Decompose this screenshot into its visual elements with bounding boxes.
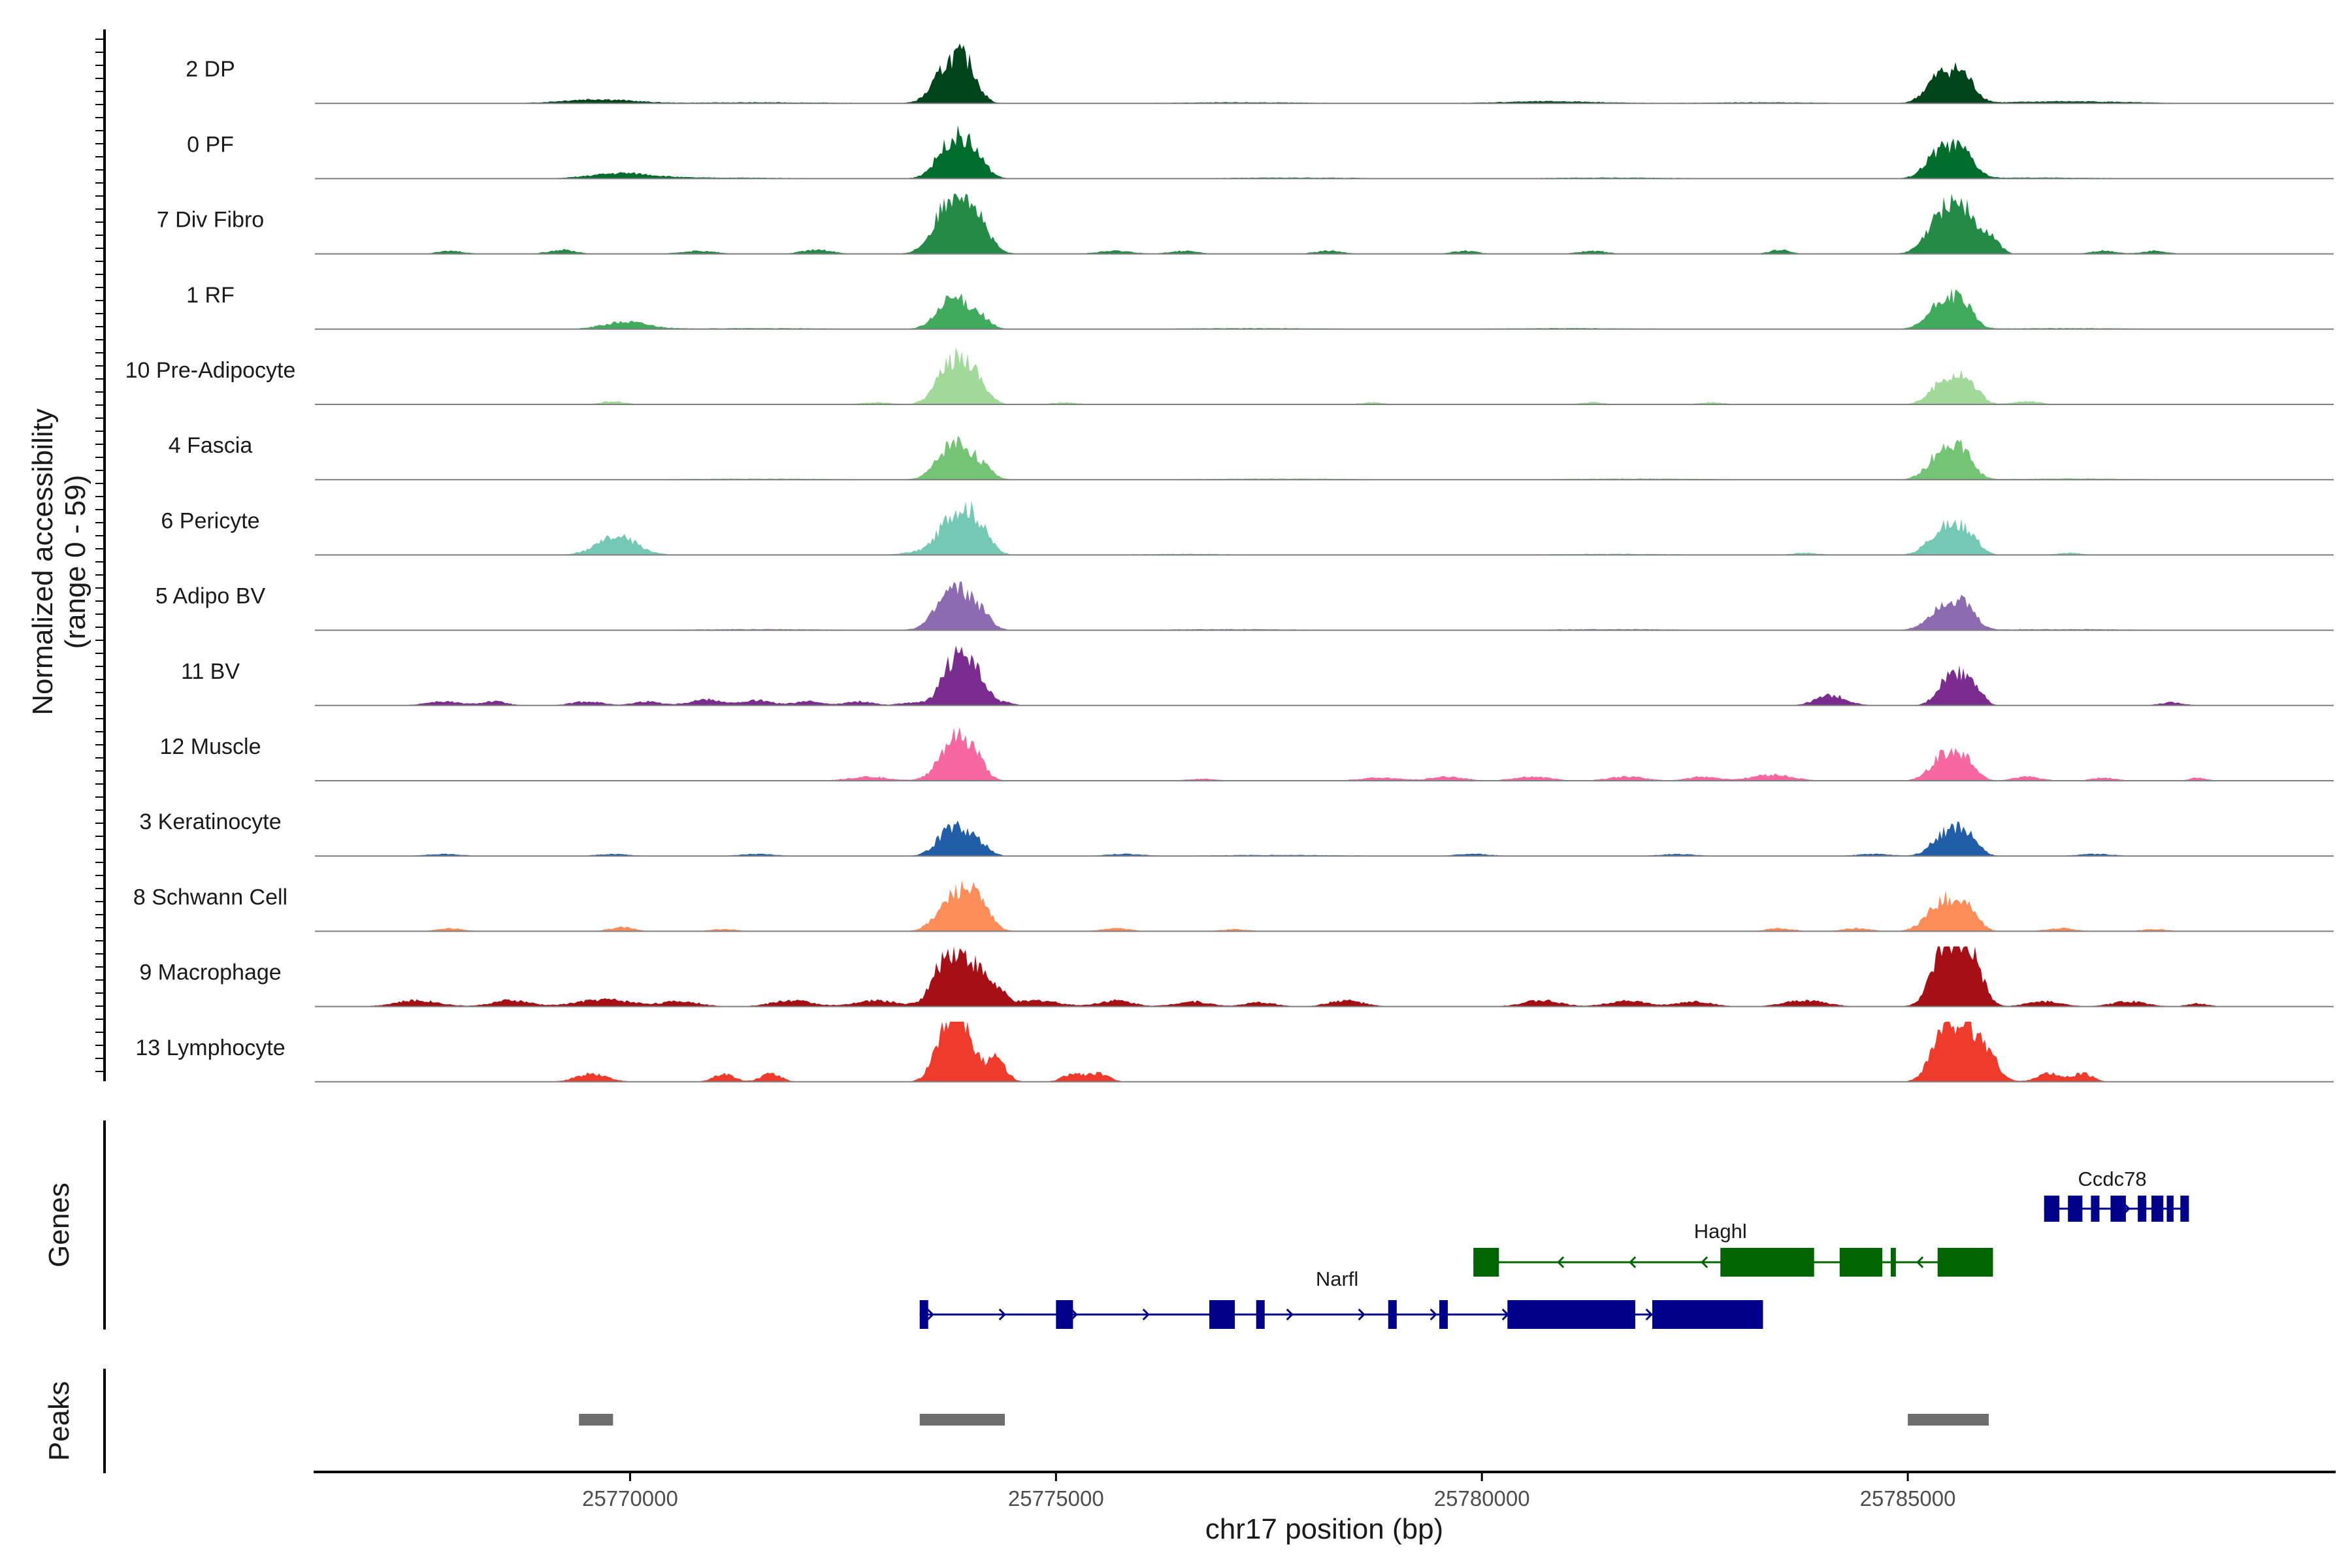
gene-exon [1439,1300,1448,1329]
genes-title: Genes [43,1183,75,1267]
track-13-lymphocyte: 13 Lymphocyte [135,1021,2334,1083]
track-signal-area [315,500,2334,555]
track-5-adipo-bv: 5 Adipo BV [155,581,2334,631]
track-label: 4 Fascia [169,433,253,458]
gene-exon [919,1300,928,1329]
peaks-title: Peaks [43,1381,75,1461]
peaks-panel: Peaks [43,1369,1989,1473]
gene-exon [2044,1196,2060,1222]
track-3-keratinocyte: 3 Keratinocyte [139,809,2334,857]
gene-exon [1473,1248,1499,1277]
x-axis-title: chr17 position (bp) [1205,1513,1443,1545]
gene-exon [1209,1300,1235,1329]
track-7-div-fibro: 7 Div Fibro [157,193,2334,255]
gene-exon [2091,1196,2100,1222]
gene-name-label: Haghl [1694,1220,1747,1243]
genes-panel: Genes Ccdc78 Haghl Narfl [43,1120,2189,1330]
track-signal-area [315,288,2334,329]
track-label: 9 Macrophage [139,960,281,985]
gene-exon [1839,1248,1882,1277]
track-9-macrophage: 9 Macrophage [139,946,2334,1007]
track-signal-area [315,581,2334,630]
gene-exon [2180,1196,2189,1222]
gene-exon [1256,1300,1265,1329]
gene-exon [2166,1196,2174,1222]
x-axis: chr17 position (bp) 25770000 25775000 2578… [314,1471,2336,1545]
gene-ccdc78: Ccdc78 [2044,1168,2189,1222]
track-12-muscle: 12 Muscle [160,727,2334,781]
gene-exon [2138,1196,2147,1222]
track-10-pre-adipocyte: 10 Pre-Adipocyte [125,347,2334,405]
track-label: 11 BV [181,659,240,684]
gene-strand-arrow [1701,1256,1708,1269]
track-signal-area [315,727,2334,781]
y-axis [95,29,106,1081]
track-6-pericyte: 6 Pericyte [161,500,2334,556]
gene-exon [1056,1300,1073,1329]
peak-region [1908,1414,1989,1426]
track-label: 1 RF [186,283,235,308]
y-axis-title-line2: (range 0 - 59) [59,475,91,649]
track-2-dp: 2 DP [186,43,2334,105]
track-0-pf: 0 PF [187,125,2334,180]
track-signal-area [315,193,2334,254]
track-11-bv: 11 BV [181,645,2334,706]
x-axis-tick-label: 25770000 [582,1486,678,1511]
track-4-fascia: 4 Fascia [169,433,2334,481]
gene-strand-arrow [926,1308,934,1321]
track-signal-area [315,125,2334,179]
x-axis-tick-label: 25780000 [1434,1486,1530,1511]
gene-exon [1388,1300,1397,1329]
peak-region [919,1414,1005,1426]
gene-exon [1652,1300,1763,1329]
gene-strand-arrow [1358,1308,1365,1321]
gene-strand-arrow [1142,1308,1150,1321]
accessibility-tracks: 2 DP 0 PF 7 Div Fibro 1 RF 10 Pre-Adipocyte 4… [125,43,2334,1083]
track-signal-area [315,820,2334,857]
gene-exon [2110,1196,2126,1222]
track-label: 0 PF [187,132,234,157]
gene-strand-arrow [1286,1308,1294,1321]
track-label: 5 Adipo BV [155,584,266,609]
track-label: 8 Schwann Cell [133,885,287,909]
track-signal-area [315,645,2334,706]
gene-exon [2151,1196,2164,1222]
gene-narfl: Narfl [919,1267,1763,1329]
gene-strand-arrow [1429,1308,1437,1321]
track-label: 3 Keratinocyte [139,809,281,834]
gene-strand-arrow [1916,1256,1924,1269]
track-label: 2 DP [186,57,235,82]
gene-strand-arrow [998,1308,1006,1321]
gene-exon [1507,1300,1635,1329]
track-signal-area [315,436,2334,480]
gene-exon [1937,1248,1993,1277]
track-signal-area [315,880,2334,932]
x-axis-tick-label: 25775000 [1008,1486,1104,1511]
gene-strand-arrow [1645,1308,1653,1321]
gene-exon [1720,1248,1814,1277]
gene-strand-arrow [1557,1256,1565,1269]
track-label: 10 Pre-Adipocyte [125,358,296,383]
peak-region [579,1414,613,1426]
gene-name-label: Narfl [1316,1267,1358,1290]
track-8-schwann-cell: 8 Schwann Cell [133,880,2334,932]
track-signal-area [315,43,2334,104]
y-axis-title-line1: Normalized accessibility [27,408,59,715]
track-label: 13 Lymphocyte [135,1036,285,1060]
gene-strand-arrow [1629,1256,1637,1269]
gene-haghl: Haghl [1473,1220,1993,1277]
track-signal-area [315,946,2334,1007]
track-label: 7 Div Fibro [157,208,264,233]
track-label: 6 Pericyte [161,508,259,533]
gene-exon [1891,1248,1896,1277]
x-axis-tick-label: 25785000 [1860,1486,1956,1511]
track-1-rf: 1 RF [186,283,2334,330]
gene-exon [2068,1196,2083,1222]
gene-name-label: Ccdc78 [2078,1168,2146,1190]
track-signal-area [315,1021,2334,1082]
track-signal-area [315,347,2334,404]
track-label: 12 Muscle [160,734,261,759]
